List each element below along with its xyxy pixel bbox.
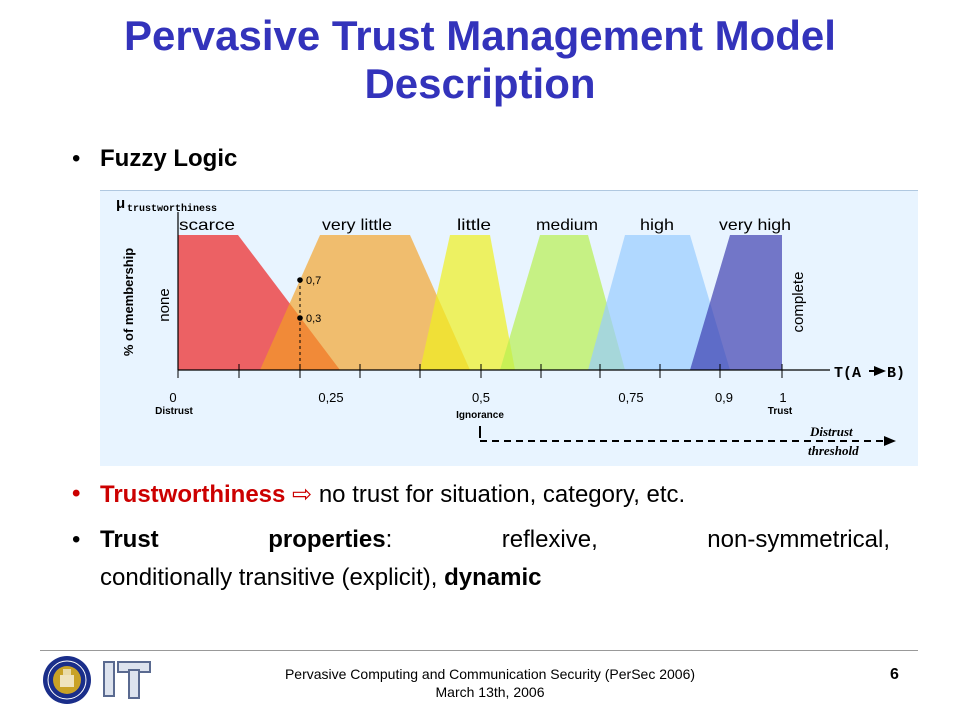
- non-symmetrical-word: non-symmetrical,: [707, 526, 890, 553]
- x-axis-label: T(A: [834, 365, 861, 382]
- it-logo-icon: [102, 658, 154, 707]
- x-axis-arrow-icon: [874, 366, 886, 376]
- slide-title: Pervasive Trust Management Model Descrip…: [40, 12, 920, 108]
- y-axis-symbol: μ: [116, 195, 125, 212]
- set-little-shape: [420, 235, 515, 370]
- dynamic-term: dynamic: [444, 564, 542, 591]
- tick-label-1: 1: [779, 390, 786, 405]
- footer-text: Pervasive Computing and Communication Se…: [240, 665, 740, 701]
- trust-sub-label: Trust: [768, 406, 793, 417]
- set-very-little-label: very little: [322, 217, 392, 234]
- bullet-dot-icon: •: [72, 480, 81, 507]
- tick-label-075: 0,75: [618, 390, 643, 405]
- title-line-2: Description: [364, 60, 596, 107]
- trust-term: Trust: [100, 526, 159, 553]
- set-very-high-shape: [690, 235, 782, 370]
- university-seal-icon: [42, 655, 92, 710]
- footer-date: March 13th, 2006: [435, 684, 545, 700]
- point-low-marker: [297, 315, 303, 321]
- properties-term: properties: [268, 526, 386, 553]
- point-high-marker: [297, 277, 303, 283]
- reflexive-word: reflexive,: [501, 526, 598, 553]
- tick-label-05: 0,5: [472, 390, 490, 405]
- set-little-label: little: [457, 217, 491, 234]
- point-high-label: 0,7: [306, 275, 321, 287]
- y-axis-subscript: trustworthiness: [127, 203, 217, 215]
- bullet-text: Trustworthiness ⇨ no trust for situation…: [100, 480, 685, 509]
- tick-label-09: 0,9: [715, 390, 733, 405]
- threshold-arrow-icon: [884, 436, 896, 446]
- threshold-label-2: threshold: [808, 443, 859, 458]
- footer-divider: [40, 650, 918, 651]
- y-axis-label: % of membership: [121, 248, 136, 356]
- properties-colon: :: [385, 526, 393, 553]
- ignorance-sub-label: Ignorance: [456, 410, 504, 421]
- trust-properties-line-2: conditionally transitive (explicit), dyn…: [100, 564, 542, 592]
- set-very-high-label: very high: [719, 217, 791, 234]
- set-medium-label: medium: [536, 217, 598, 234]
- tick-marks: [177, 364, 783, 378]
- set-high-shape: [588, 235, 730, 370]
- trustworthiness-term: Trustworthiness: [100, 481, 286, 508]
- set-scarce-label: scarce: [179, 217, 235, 234]
- page-number: 6: [890, 666, 899, 683]
- bullet-dot-icon: •: [72, 145, 81, 172]
- transitive-text: conditionally transitive (explicit),: [100, 564, 445, 591]
- trustworthiness-description: no trust for situation, category, etc.: [312, 481, 686, 508]
- x-axis-label-end: B): [887, 365, 905, 382]
- fuzzy-membership-diagram: 0,7 0,3 μ trustworthiness scarce very li…: [100, 190, 918, 466]
- complete-label: complete: [790, 272, 807, 333]
- title-line-1: Pervasive Trust Management Model: [124, 12, 836, 59]
- threshold-label-1: Distrust: [809, 424, 853, 439]
- properties-group: properties:: [268, 526, 392, 554]
- diagram-svg: 0,7 0,3 μ trustworthiness scarce very li…: [100, 190, 918, 466]
- distrust-sub-label: Distrust: [155, 406, 193, 417]
- point-low-label: 0,3: [306, 313, 321, 325]
- set-medium-shape: [500, 235, 625, 370]
- set-very-little-shape: [260, 235, 470, 370]
- footer-conference: Pervasive Computing and Communication Se…: [284, 666, 696, 682]
- hollow-arrow-icon: ⇨: [292, 481, 313, 508]
- tick-label-025: 0,25: [318, 390, 343, 405]
- bullet-dot-icon: •: [72, 526, 81, 553]
- none-label: none: [156, 288, 173, 321]
- bullet-text: Fuzzy Logic: [100, 145, 238, 172]
- tick-label-0: 0: [169, 390, 176, 405]
- trust-properties-line-1: Trust properties: reflexive, non-symmetr…: [100, 526, 890, 554]
- set-high-label: high: [640, 217, 674, 234]
